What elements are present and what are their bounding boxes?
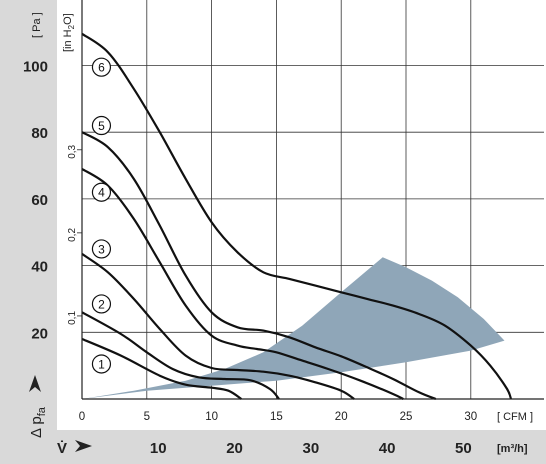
- svg-text:4: 4: [98, 186, 105, 200]
- m3h-tick-labels: 10 20 30 40 50: [150, 440, 472, 457]
- inh2o-tick-labels: 0,1 0,2 0,3: [67, 144, 82, 325]
- m3h-unit-label: [m³/h]: [497, 443, 528, 455]
- curve-label-5: 5: [91, 115, 112, 136]
- cfm-tick-label: 25: [400, 411, 413, 423]
- y-axis-arrow-icon: [29, 375, 41, 392]
- svg-text:5: 5: [98, 119, 105, 133]
- curve-5: [81, 131, 437, 401]
- pa-tick-label: 40: [31, 259, 48, 276]
- m3h-tick-label: 50: [455, 440, 472, 457]
- x-axis-band: [0, 430, 546, 464]
- cfm-tick-label: 10: [205, 411, 218, 423]
- curve-4: [81, 167, 404, 400]
- svg-text:3: 3: [98, 242, 105, 256]
- y-axis-band: [0, 0, 57, 430]
- inh2o-tick-label: 0,3: [67, 144, 78, 158]
- curve-2: [81, 311, 280, 400]
- cfm-tick-label: 0: [79, 411, 85, 423]
- cfm-unit-label: [ CFM ]: [497, 411, 533, 423]
- m3h-tick-label: 10: [150, 440, 167, 457]
- curve-label-4: 4: [91, 182, 112, 202]
- curve-group: [81, 32, 513, 401]
- curve-label-1: 1: [91, 354, 112, 374]
- svg-text:1: 1: [98, 357, 105, 371]
- pa-tick-label: 60: [31, 192, 48, 209]
- pa-tick-label: 20: [31, 325, 48, 342]
- curve-3: [81, 253, 355, 400]
- curve-1: [81, 337, 243, 400]
- svg-text:[in H2O]: [in H2O]: [62, 13, 76, 52]
- x-axis-arrow-icon: [75, 440, 92, 452]
- pa-tick-label: 100: [23, 59, 48, 76]
- m3h-tick-label: 30: [302, 440, 319, 457]
- svg-text:Δ pfa: Δ pfa: [28, 406, 48, 438]
- curve-6: [81, 32, 513, 400]
- pa-tick-label: 80: [31, 125, 48, 142]
- m3h-tick-label: 40: [379, 440, 396, 457]
- cfm-tick-label: 20: [335, 411, 348, 423]
- operating-region: [82, 257, 505, 399]
- inh2o-unit-label: [in H2O]: [62, 13, 76, 52]
- pa-unit-label: [ Pa ]: [31, 12, 43, 38]
- m3h-tick-label: 20: [226, 440, 243, 457]
- x-axis-title: V̇: [57, 440, 67, 457]
- curve-label-group: 1 2 3 4 5 6: [91, 57, 112, 374]
- y-axis-title: Δ pfa: [28, 406, 48, 438]
- inh2o-tick-label: 0,1: [67, 311, 78, 325]
- curve-label-2: 2: [91, 294, 112, 314]
- cfm-tick-label: 30: [464, 411, 477, 423]
- operating-region-area: [82, 257, 505, 399]
- pa-tick-labels: 20 40 60 80 100: [23, 59, 48, 343]
- cfm-tick-label: 15: [270, 411, 283, 423]
- inh2o-tick-label: 0,2: [67, 228, 78, 242]
- cfm-tick-labels: 0 5 10 15 20 25 30: [79, 411, 477, 423]
- svg-text:2: 2: [98, 297, 105, 311]
- curve-label-6: 6: [91, 57, 112, 77]
- curve-label-3: 3: [91, 239, 112, 259]
- svg-text:6: 6: [98, 61, 105, 75]
- cfm-tick-label: 5: [144, 411, 150, 423]
